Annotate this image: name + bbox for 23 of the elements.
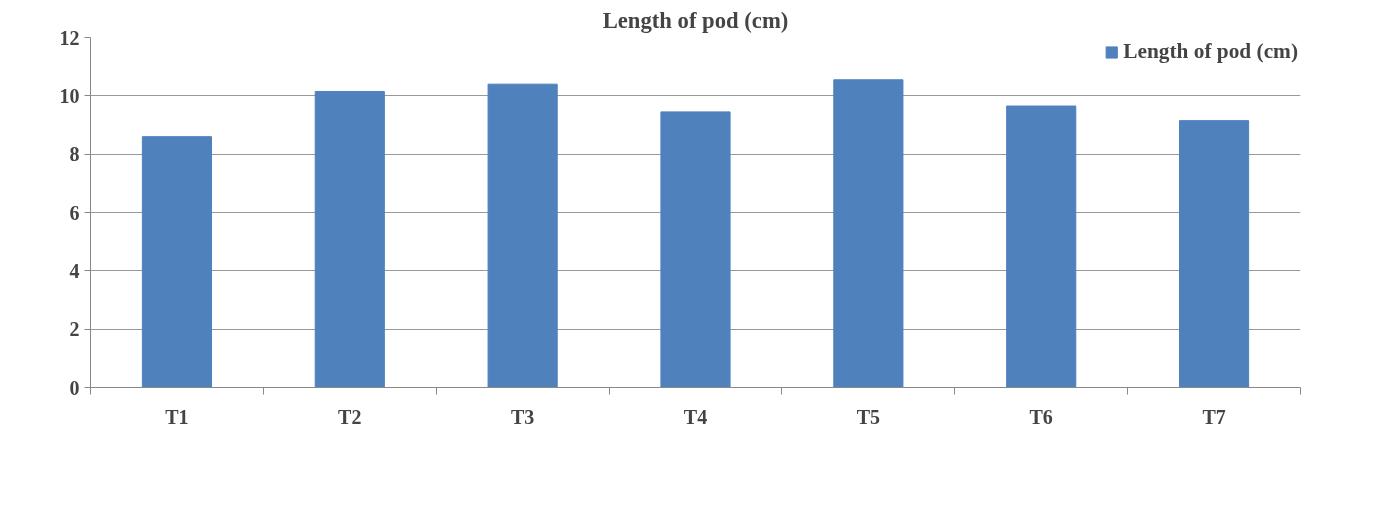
x-tick-label: T2 [338,405,362,428]
bar [1179,120,1250,388]
y-tick-label: 2 [69,318,80,341]
x-tick-label: T3 [510,405,535,428]
y-tick-label: 6 [69,201,80,224]
x-tick-label: T4 [683,405,708,428]
bar [660,111,731,388]
chart-title: Length of pod (cm) [602,7,789,33]
bar [487,83,558,388]
bar [833,79,904,388]
x-tick-label: T6 [1029,405,1053,428]
y-tick-label: 8 [69,143,80,166]
x-tick-label: T1 [165,405,189,428]
y-tick-label: 10 [59,84,80,107]
x-tick-label: T7 [1202,405,1226,428]
y-tick-label: 0 [69,376,80,399]
y-tick-label: 12 [59,26,80,49]
bar [314,90,385,388]
x-tick-label: T5 [856,405,881,428]
bar [1006,105,1077,388]
bar [141,136,212,388]
legend-label: Length of pod (cm) [1123,39,1298,64]
y-tick-label: 4 [69,259,80,282]
